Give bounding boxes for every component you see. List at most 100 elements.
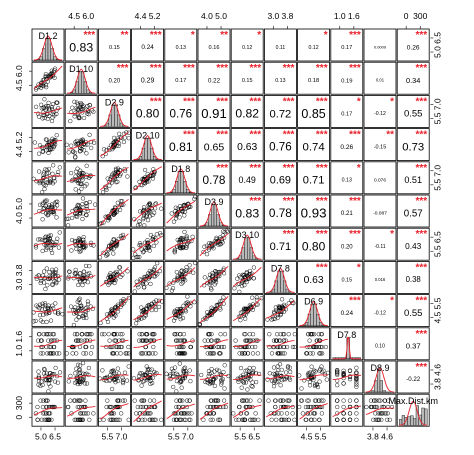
top-tick-label: 4.4 — [135, 11, 147, 21]
scatter-point — [364, 404, 369, 410]
scatter-point — [126, 130, 131, 135]
scatter-point — [140, 372, 146, 378]
right-tick-label: 3.8 — [432, 378, 442, 390]
smoother-line — [33, 375, 63, 379]
scatter-point — [247, 268, 253, 274]
panel-r8-c8: D6.9 — [297, 294, 331, 328]
panel-r11-c9 — [330, 393, 364, 427]
scatter-point — [354, 398, 359, 403]
scatter-point — [37, 306, 42, 311]
significance-stars: *** — [416, 362, 428, 373]
correlation-value: -0.11 — [374, 244, 385, 250]
scatter-point — [112, 207, 117, 212]
scatter-point — [48, 74, 54, 79]
panel-r1-c1: D1.10 — [64, 61, 98, 95]
smoother-line — [67, 275, 96, 279]
panel-r7-c8: 0.63*** — [297, 260, 331, 294]
scatter-point — [109, 174, 114, 179]
panel-r2-c9: 0.17* — [330, 95, 364, 128]
scatter-point — [219, 344, 224, 350]
significance-stars: *** — [283, 63, 295, 74]
scatter-point — [253, 379, 259, 385]
histogram-bar — [216, 214, 220, 227]
scatter-point — [383, 411, 389, 416]
scatter-point — [148, 232, 154, 238]
scatter-point — [125, 351, 130, 356]
scatter-point — [142, 167, 148, 173]
scatter-point — [301, 378, 307, 383]
scatter-point — [120, 398, 126, 403]
scatter-point — [212, 383, 218, 389]
scatter-point — [37, 313, 43, 318]
scatter-point — [89, 242, 94, 248]
scatter-point — [380, 411, 385, 416]
scatter-point — [126, 295, 131, 301]
scatter-point — [313, 369, 318, 374]
correlation-value: 0.63 — [237, 142, 257, 153]
significance-stars: *** — [283, 96, 295, 107]
scatter-point — [306, 332, 311, 337]
scatter-point — [77, 208, 82, 213]
scatter-point — [41, 280, 47, 285]
correlation-value: 0.20 — [341, 244, 353, 250]
significance-stars: ** — [220, 30, 228, 41]
scatter-point — [266, 398, 271, 403]
scatter-point — [79, 305, 84, 310]
scatter-point — [80, 216, 85, 222]
diagonal-label: D3.9 — [204, 197, 223, 207]
scatter-point — [292, 344, 297, 350]
panel-r2-c2: D2.9 — [98, 95, 131, 128]
scatter-point — [144, 364, 149, 369]
scatter-point — [325, 370, 331, 375]
scatter-point — [152, 417, 157, 422]
panel-r4-c9: 0.13* — [330, 161, 364, 195]
scatter-point — [69, 344, 75, 350]
scatter-point — [138, 182, 143, 188]
scatter-point — [72, 332, 78, 337]
scatter-point — [116, 141, 122, 146]
panel-r10-c1 — [64, 360, 98, 394]
scatter-point — [145, 237, 150, 243]
correlation-value: 0.10 — [375, 344, 385, 350]
scatter-point — [76, 140, 81, 146]
scatter-point — [300, 411, 305, 416]
scatter-point — [50, 303, 55, 308]
diagonal-label: D2.9 — [105, 97, 124, 107]
scatter-point — [34, 179, 39, 184]
scatter-point — [79, 417, 84, 422]
scatter-point — [299, 386, 304, 391]
scatter-point — [131, 255, 136, 261]
scatter-point — [159, 417, 164, 422]
scatter-point — [218, 299, 223, 304]
scatter-point — [116, 417, 121, 422]
scatter-point — [205, 351, 210, 356]
scatter-point — [134, 411, 139, 416]
scatter-point — [126, 136, 131, 141]
scatter-point — [145, 368, 150, 373]
scatter-point — [81, 351, 86, 356]
scatter-point — [118, 351, 123, 356]
panel-r9-c11: 0.37*** — [396, 327, 430, 361]
scatter-point — [80, 274, 85, 280]
histogram-bar — [111, 104, 115, 127]
scatter-point — [157, 268, 163, 274]
scatter-point — [209, 366, 214, 372]
scatter-point — [278, 305, 283, 310]
significance-stars: *** — [283, 163, 295, 174]
scatter-point — [177, 380, 182, 385]
scatter-point — [39, 338, 44, 343]
panel-r6-c10: -0.11* — [363, 227, 397, 261]
scatter-point — [78, 370, 83, 375]
scatter-point — [216, 344, 222, 350]
significance-stars: *** — [216, 63, 228, 74]
scatter-point — [48, 384, 53, 389]
scatter-point — [41, 332, 46, 337]
smoother-line — [66, 242, 96, 247]
panel-frame — [31, 95, 65, 128]
smoother-line — [166, 403, 196, 419]
panel-frame — [330, 128, 364, 162]
scatter-point — [50, 282, 55, 288]
right-tick-label: 5.5 — [432, 112, 442, 124]
scatter-point — [47, 180, 52, 185]
scatter-point — [180, 275, 185, 280]
